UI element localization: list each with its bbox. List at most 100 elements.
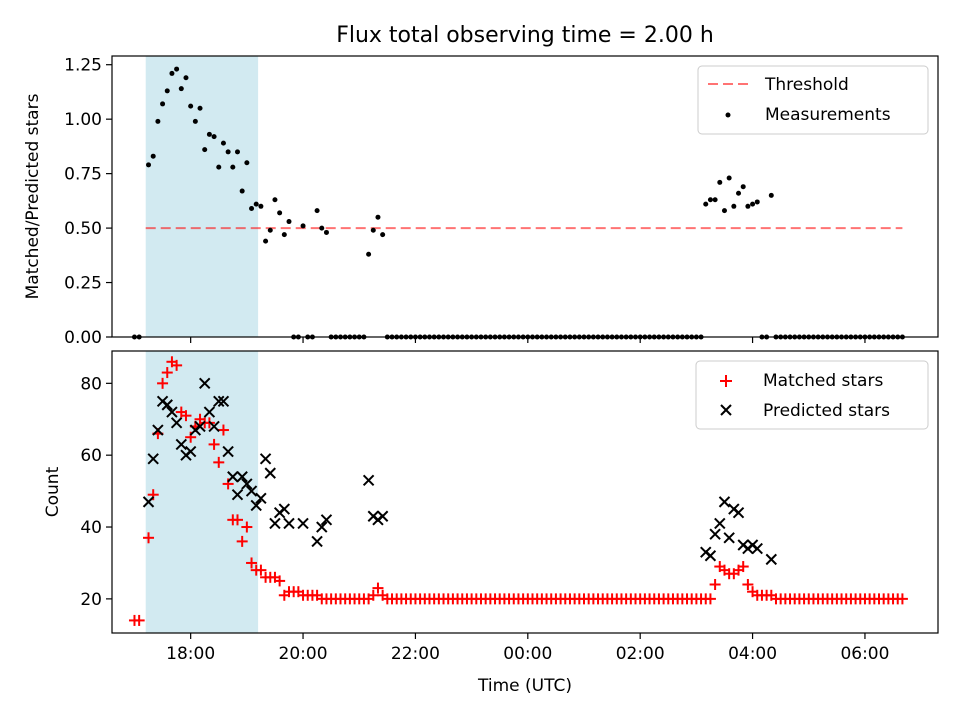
y-tick-label: 0.00 xyxy=(64,328,102,348)
predicted-star-point xyxy=(241,478,253,490)
matched-star-point xyxy=(246,557,258,569)
matched-star-point xyxy=(143,532,155,544)
figure-title: Flux total observing time = 2.00 h xyxy=(336,23,714,48)
measurement-point xyxy=(225,149,231,155)
matched-star-point xyxy=(161,367,173,379)
predicted-star-point xyxy=(362,474,375,487)
measurement-point xyxy=(319,225,325,231)
predicted-star-point xyxy=(250,499,262,512)
matched-star-point xyxy=(255,564,267,576)
predicted-star-point xyxy=(152,424,164,436)
predicted-stars-series xyxy=(142,377,778,566)
measurement-point xyxy=(234,149,240,155)
predicted-star-point xyxy=(297,517,309,530)
matched-star-point xyxy=(180,410,192,422)
measurement-point xyxy=(183,75,189,81)
predicted-star-point xyxy=(278,503,291,515)
predicted-star-point xyxy=(199,377,211,390)
measurement-point xyxy=(192,118,198,124)
predicted-star-point xyxy=(255,492,267,504)
measurement-point xyxy=(750,201,756,207)
legend-matched-label: Matched stars xyxy=(763,371,883,391)
matched-star-point xyxy=(208,438,220,450)
predicted-star-point xyxy=(376,510,389,522)
measurement-point xyxy=(258,203,264,209)
predicted-star-point xyxy=(194,420,206,433)
bottom-axes-frame xyxy=(111,350,939,634)
x-tick-label: 00:00 xyxy=(503,644,552,664)
predicted-star-point xyxy=(161,399,173,411)
predicted-star-point xyxy=(175,438,188,451)
legend-predicted-label: Predicted stars xyxy=(763,401,890,421)
top-axes-frame xyxy=(111,55,939,338)
y-tick-label: 1.00 xyxy=(64,110,102,130)
y-tick-label: 60 xyxy=(80,446,102,466)
measurement-point xyxy=(286,219,292,225)
top-y-ticks: 0.00 0.25 0.50 0.75 1.00 1.25 xyxy=(64,56,112,348)
predicted-star-point xyxy=(316,521,328,533)
predicted-star-point xyxy=(184,445,197,458)
predicted-star-point xyxy=(765,553,778,566)
measurement-point xyxy=(366,251,372,257)
matched-star-point xyxy=(133,614,145,626)
legend-measurements-swatch xyxy=(725,112,731,118)
measurement-point xyxy=(703,201,709,207)
measurement-point xyxy=(155,118,161,124)
measurement-point xyxy=(244,160,250,166)
measurement-point xyxy=(239,188,245,194)
bottom-panel: 20 40 60 80 18:00 20:00 22:00 00:00 02:00 04:00 0… xyxy=(43,350,939,696)
matched-star-point xyxy=(157,377,169,389)
y-tick-label: 0.50 xyxy=(64,219,102,239)
measurement-point xyxy=(370,227,376,233)
measurement-point xyxy=(277,210,283,216)
measurement-point xyxy=(160,101,166,107)
measurement-point xyxy=(211,134,217,140)
matched-star-point xyxy=(737,561,749,573)
measurement-point xyxy=(188,103,194,109)
predicted-star-point xyxy=(264,467,276,479)
legend-matched-swatch xyxy=(720,375,732,387)
matched-star-point xyxy=(372,582,384,594)
y-tick-label: 40 xyxy=(80,518,102,538)
measurement-point xyxy=(267,227,273,233)
measurement-point xyxy=(164,88,170,94)
measurement-point xyxy=(146,162,152,168)
predicted-star-point xyxy=(718,496,731,508)
matched-star-point xyxy=(231,514,243,526)
measurement-point xyxy=(206,131,212,137)
predicted-star-point xyxy=(259,453,272,465)
measurement-point xyxy=(178,86,184,92)
measurement-point xyxy=(726,175,732,181)
predicted-star-point xyxy=(213,395,225,408)
predicted-star-point xyxy=(311,535,323,548)
measurement-point xyxy=(263,238,269,244)
predicted-star-point xyxy=(751,542,763,555)
predicted-star-point xyxy=(283,517,295,530)
measurement-point xyxy=(754,199,760,205)
predicted-star-point xyxy=(714,517,726,530)
matched-star-point xyxy=(367,589,379,601)
measurement-point xyxy=(197,105,203,111)
top-y-axis-label: Matched/Predicted stars xyxy=(23,93,43,299)
y-tick-label: 20 xyxy=(80,590,102,610)
matched-star-point xyxy=(704,593,716,605)
measurement-point xyxy=(230,164,236,170)
predicted-star-point xyxy=(245,485,258,497)
matched-star-point xyxy=(236,535,248,547)
measurement-point xyxy=(736,190,742,196)
measurement-point xyxy=(768,192,774,198)
legend-predicted-swatch xyxy=(720,404,732,416)
predicted-star-point xyxy=(269,517,281,530)
measurement-point xyxy=(216,164,222,170)
predicted-star-point xyxy=(142,496,155,508)
measurement-point xyxy=(202,147,208,153)
predicted-star-point xyxy=(208,420,220,433)
measurement-point xyxy=(314,208,320,214)
x-tick-label: 06:00 xyxy=(840,644,889,664)
bottom-x-ticks: 18:00 20:00 22:00 00:00 02:00 04:00 06:00 xyxy=(166,633,889,664)
matched-star-point xyxy=(217,424,229,436)
x-tick-label: 22:00 xyxy=(391,644,440,664)
legend-threshold-label: Threshold xyxy=(764,75,849,95)
predicted-star-point xyxy=(147,453,159,465)
